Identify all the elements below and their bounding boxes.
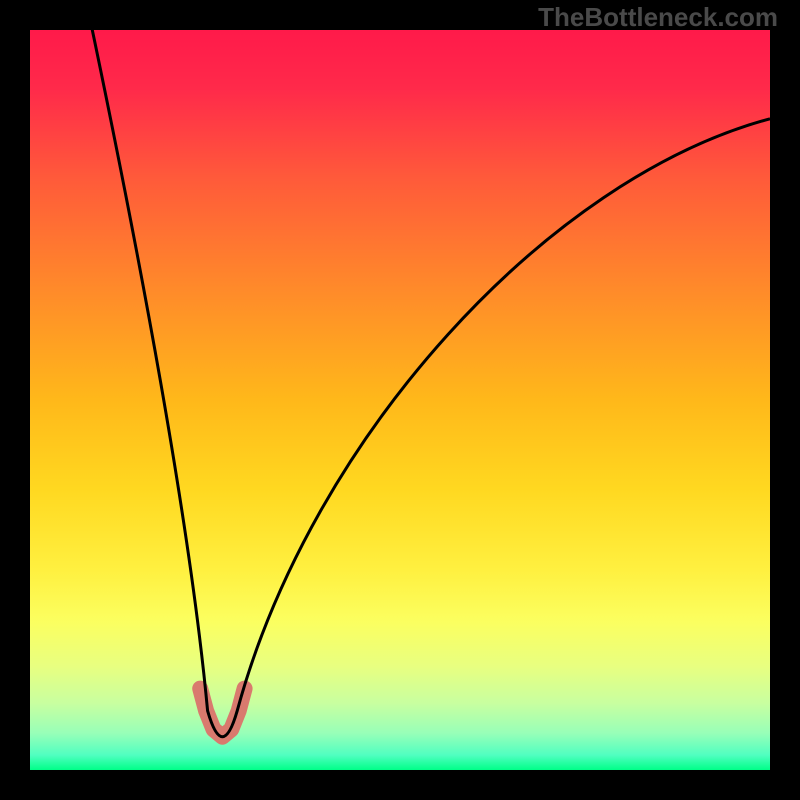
watermark-text: TheBottleneck.com — [538, 2, 778, 33]
bottleneck-curve — [89, 15, 770, 737]
chart-container: TheBottleneck.com — [0, 0, 800, 800]
curve-layer — [30, 30, 770, 770]
plot-area — [30, 30, 770, 770]
